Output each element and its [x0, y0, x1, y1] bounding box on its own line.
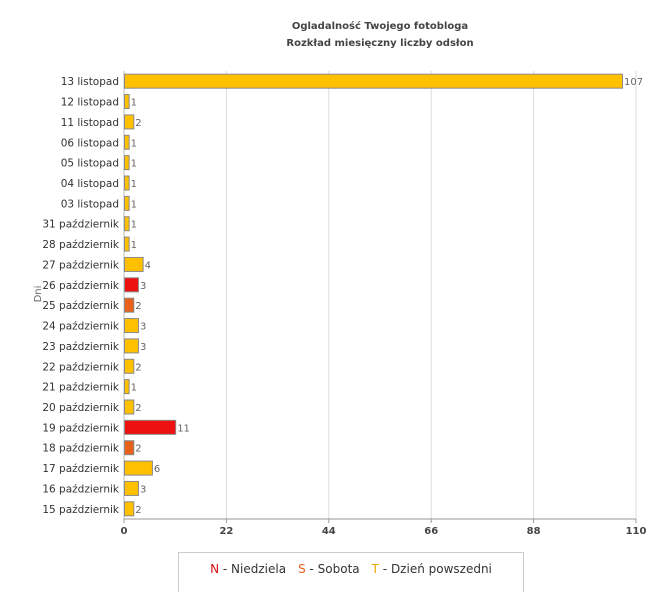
category-label: 20 październik	[42, 402, 120, 414]
category-label: 26 październik	[42, 280, 120, 292]
value-label: 2	[135, 118, 141, 129]
category-label: 25 październik	[42, 300, 120, 312]
bar	[124, 114, 135, 130]
bar	[124, 297, 135, 313]
bar	[124, 338, 139, 354]
x-tick-label: 66	[424, 526, 438, 537]
value-label: 3	[140, 342, 146, 353]
x-tick-label: 22	[219, 526, 233, 537]
category-label: 23 październik	[42, 341, 120, 353]
category-label: 05 listopad	[61, 158, 119, 170]
legend-label-dzien-powszedni: - Dzień powszedni	[378, 562, 492, 576]
category-label: 15 październik	[42, 504, 120, 516]
category-label: 13 listopad	[61, 76, 119, 88]
bar-chart: Ogladalność Twojego fotobloga Rozkład mi…	[33, 20, 647, 537]
chart-title: Ogladalność Twojego fotobloga	[292, 20, 468, 32]
value-label: 4	[145, 260, 151, 271]
legend: N - Niedziela S - Sobota T - Dzień powsz…	[178, 552, 524, 592]
category-label: 19 październik	[42, 422, 120, 434]
value-label: 3	[140, 322, 146, 333]
value-label: 2	[135, 505, 141, 516]
bar	[124, 399, 135, 415]
bars	[124, 73, 624, 517]
value-label: 2	[135, 301, 141, 312]
bar	[124, 358, 135, 374]
chart-subtitle: Rozkład miesięczny liczby odsłon	[286, 38, 473, 49]
category-label: 04 listopad	[61, 178, 119, 190]
value-label: 1	[131, 179, 137, 190]
value-label: 107	[624, 77, 643, 88]
value-label: 3	[140, 281, 146, 292]
grid-lines	[123, 71, 637, 523]
value-label: 11	[177, 423, 190, 434]
category-label: 31 październik	[42, 219, 120, 231]
category-label: 17 październik	[42, 463, 120, 475]
bar	[124, 175, 130, 191]
value-label: 1	[131, 98, 137, 109]
bar	[124, 134, 130, 150]
bar	[124, 73, 624, 89]
legend-label-niedziela: - Niedziela	[219, 562, 287, 576]
bar	[124, 94, 130, 110]
value-label: 1	[131, 383, 137, 394]
category-label: 27 październik	[42, 259, 120, 271]
category-label: 12 listopad	[61, 97, 119, 109]
legend-item-niedziela: N - Niedziela	[210, 562, 286, 576]
bar	[124, 256, 144, 272]
legend-label-sobota: - Sobota	[305, 562, 360, 576]
bar	[124, 318, 139, 334]
value-label: 2	[135, 362, 141, 373]
value-label: 1	[131, 159, 137, 170]
bar	[124, 236, 130, 252]
x-tick-labels: 0 22 44 66 88 110	[121, 526, 647, 537]
bar	[124, 195, 130, 211]
value-label: 3	[140, 484, 146, 495]
category-label: 24 październik	[42, 321, 120, 333]
value-label: 1	[131, 138, 137, 149]
value-label: 6	[154, 464, 160, 475]
bar	[124, 440, 135, 456]
value-label: 2	[135, 403, 141, 414]
legend-item-sobota: S - Sobota	[298, 562, 360, 576]
bar	[124, 277, 139, 293]
category-label: 11 listopad	[61, 117, 119, 129]
legend-code-t: T	[371, 562, 379, 576]
bar	[124, 419, 177, 435]
category-label: 18 październik	[42, 443, 120, 455]
value-label: 1	[131, 199, 137, 210]
category-label: 28 październik	[42, 239, 120, 251]
bar	[124, 460, 153, 476]
bar	[124, 216, 130, 232]
x-tick-label: 44	[322, 526, 336, 537]
category-label: 06 listopad	[61, 137, 119, 149]
value-label: 1	[131, 240, 137, 251]
bar	[124, 155, 130, 171]
x-tick-label: 110	[626, 526, 647, 537]
y-axis-label: Dni	[33, 286, 44, 303]
bar	[124, 501, 135, 517]
category-label: 21 październik	[42, 382, 120, 394]
value-label: 2	[135, 444, 141, 455]
x-tick-label: 0	[121, 526, 128, 537]
category-label: 22 październik	[42, 361, 120, 373]
category-label: 03 listopad	[61, 198, 119, 210]
legend-code-n: N	[210, 562, 220, 576]
value-label: 1	[131, 220, 137, 231]
category-labels: 13 listopad 12 listopad 11 listopad 06 list…	[42, 76, 120, 516]
x-tick-label: 88	[527, 526, 541, 537]
category-label: 16 październik	[42, 483, 120, 495]
legend-code-s: S	[298, 562, 306, 576]
bar	[124, 480, 139, 496]
legend-item-dzien-powszedni: T - Dzień powszedni	[372, 562, 492, 576]
bar	[124, 379, 130, 395]
